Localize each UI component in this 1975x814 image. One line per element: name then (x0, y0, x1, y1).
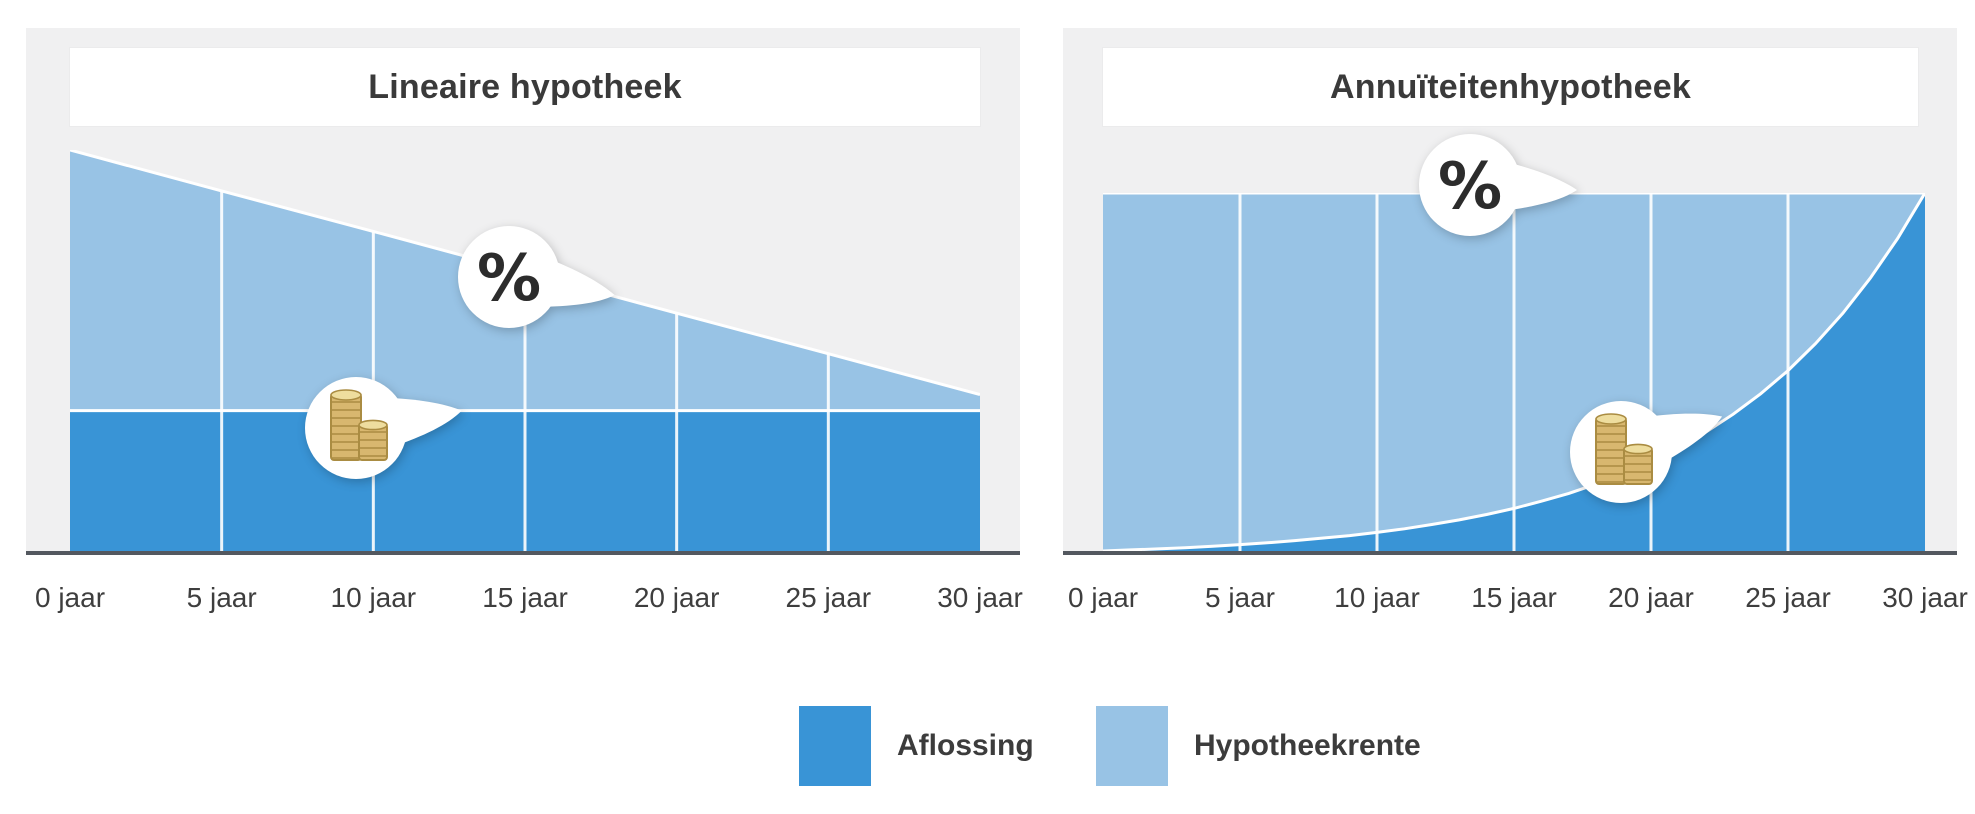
x-axis-label: 15 jaar (482, 582, 568, 613)
x-axis-label: 20 jaar (633, 582, 720, 613)
legend-label-aflossing: Aflossing (897, 729, 1034, 762)
coin-stack-icon (1595, 413, 1653, 485)
x-axis-label: 25 jaar (1745, 582, 1831, 613)
bubble-circle (458, 226, 560, 328)
bubble-circle (1419, 134, 1521, 236)
x-axis-label: 0 jaar (34, 582, 106, 613)
x-axis-label: 0 jaar (1067, 582, 1139, 613)
x-axis-line (26, 551, 1020, 555)
coin-stack-icon (330, 389, 388, 461)
x-axis-label: 20 jaar (1608, 582, 1694, 613)
percent-icon: % (477, 242, 541, 316)
percent-icon: % (1438, 150, 1502, 224)
x-axis-line (1063, 551, 1957, 555)
x-axis-labels: 0 jaar 5 jaar 10 jaar 15 jaar 20 jaar 25 jaar… (1068, 582, 1968, 618)
annuity-mortgage-panel: Annuïteitenhypotheek % (1063, 28, 1957, 555)
x-axis-label: 5 jaar (1204, 582, 1276, 613)
linear-mortgage-panel: Lineaire hypotheek % (26, 28, 1020, 555)
chart-title: Lineaire hypotheek (368, 67, 682, 106)
repayment-coins-bubble (305, 377, 462, 479)
x-axis-label: 30 jaar (1882, 582, 1968, 613)
chart-title: Annuïteitenhypotheek (1329, 67, 1692, 106)
linear-mortgage-chart (70, 150, 980, 551)
x-axis-label: 15 jaar (1471, 582, 1557, 613)
x-axis-labels: 0 jaar 5 jaar 10 jaar 15 jaar 20 jaar 25 jaar… (35, 582, 1023, 618)
legend-swatch-aflossing (799, 706, 871, 786)
bubble-tail (1503, 161, 1577, 211)
interest-rate-bubble: % (1419, 134, 1577, 236)
legend-label-hypotheekrente: Hypotheekrente (1194, 729, 1421, 762)
legend-swatch-hypotheekrente (1096, 706, 1168, 786)
chart-title-box: Lineaire hypotheek (70, 48, 980, 126)
x-axis-label: 10 jaar (330, 582, 417, 613)
x-axis-label: 10 jaar (1334, 582, 1420, 613)
annuity-mortgage-chart (1103, 193, 1925, 551)
interest-rate-bubble: % (458, 226, 615, 328)
repayment-coins-bubble (1570, 401, 1723, 503)
x-axis-label: 5 jaar (186, 582, 257, 613)
x-axis-label: 25 jaar (785, 582, 872, 613)
chart-title-box: Annuïteitenhypotheek (1103, 48, 1918, 126)
x-axis-label: 30 jaar (937, 582, 1023, 613)
